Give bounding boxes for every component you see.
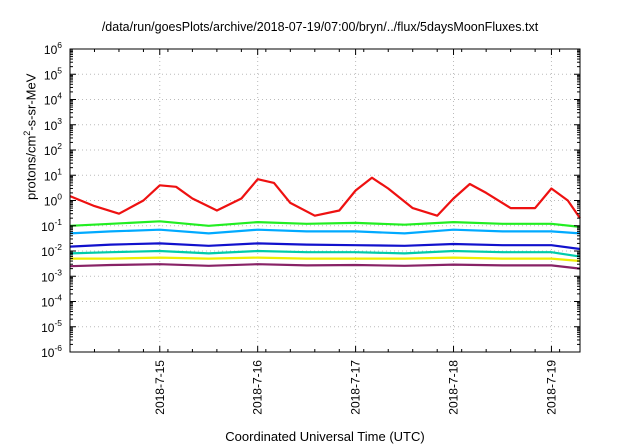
- series-line-7: [69, 263, 581, 270]
- x-tick-label: 2018-7-18: [447, 360, 461, 415]
- y-tick-label: 104: [44, 91, 62, 108]
- chart-title: /data/run/goesPlots/archive/2018-07-19/0…: [101, 20, 539, 34]
- y-tick-label: 100: [44, 192, 62, 209]
- series-line-4: [69, 242, 581, 251]
- y-axis-label: protons/cm2-s-sr-MeV: [22, 74, 38, 200]
- series-line-3: [69, 228, 581, 235]
- y-tick-label: 105: [44, 65, 62, 82]
- y-tick-label: 10-3: [41, 267, 62, 284]
- y-tick-label: 101: [44, 166, 62, 183]
- y-tick-label: 10-2: [41, 242, 62, 259]
- y-axis-label-rest: -s-sr-MeV: [23, 73, 39, 131]
- y-tick-label: 106: [44, 40, 62, 57]
- y-axis-label-main: protons/cm: [23, 135, 39, 200]
- y-tick-label: 10-6: [41, 343, 62, 360]
- y-tick-label: 102: [44, 141, 62, 158]
- series-layer: [69, 176, 581, 270]
- tick-layer: 10-6 10-5 10-4 10-3 10-2 10-1 100 101 102 103 104 1…: [41, 40, 580, 415]
- series-line-6: [70, 256, 581, 263]
- y-axis-label-exp: 2: [22, 130, 32, 136]
- y-tick-label: 10-4: [41, 293, 62, 310]
- series-line-2: [69, 220, 581, 228]
- series-line-1: [69, 176, 581, 219]
- series-line-5: [69, 249, 581, 258]
- y-tick-label: 103: [44, 116, 62, 133]
- x-axis-label: Coordinated Universal Time (UTC): [225, 429, 425, 444]
- x-tick-label: 2018-7-16: [251, 360, 265, 415]
- y-tick-label: 10-5: [41, 318, 62, 335]
- grid-layer: [70, 49, 580, 352]
- x-tick-label: 2018-7-17: [349, 360, 363, 415]
- x-tick-label: 2018-7-19: [544, 360, 558, 415]
- x-tick-label: 2018-7-15: [153, 360, 167, 415]
- y-tick-label: 10-1: [41, 217, 62, 234]
